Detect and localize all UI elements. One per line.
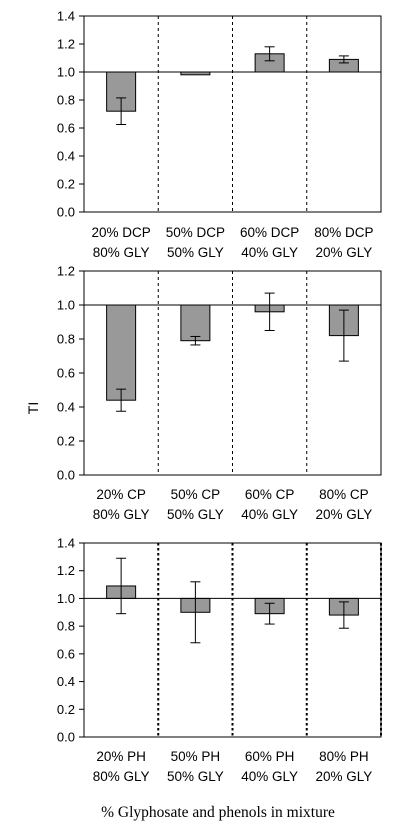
category-label: 40% GLY — [241, 507, 298, 522]
y-tick-label: 0.2 — [57, 702, 75, 717]
category-label: 20% CP — [96, 487, 146, 502]
y-axis-label: TI — [25, 402, 41, 414]
y-tick-label: 1.2 — [57, 37, 75, 52]
category-label: 20% GLY — [315, 769, 372, 784]
y-tick-label: 0.4 — [57, 149, 75, 164]
category-label: 80% PH — [319, 749, 369, 764]
category-label: 80% GLY — [93, 769, 150, 784]
chart-panels: 0.0 0.2 0.4 0.6 0.8 1.0 1.2 1.4 20% DCP 80% GLY 50… — [57, 9, 382, 784]
panel-2: 0.0 0.2 0.4 0.6 0.8 1.0 1.2 20% CP 80% GLY 50% CP… — [57, 264, 382, 522]
y-tick-label: 0.8 — [57, 332, 75, 347]
y-tick-label: 1.4 — [57, 9, 75, 24]
category-label: 60% PH — [245, 749, 295, 764]
panel-3: 0.0 0.2 0.4 0.6 0.8 1.0 1.2 1.4 20% PH 80% GLY 50%… — [57, 536, 382, 784]
y-tick-label: 0.0 — [57, 730, 75, 745]
panel-1: 0.0 0.2 0.4 0.6 0.8 1.0 1.2 1.4 20% DCP 80% GLY 50… — [57, 9, 382, 260]
category-label: 80% DCP — [314, 225, 373, 240]
category-label: 50% GLY — [167, 245, 224, 260]
y-tick-label: 1.0 — [57, 65, 75, 80]
category-label: 50% GLY — [167, 507, 224, 522]
category-label: 80% GLY — [93, 507, 150, 522]
category-label: 20% PH — [96, 749, 146, 764]
y-tick-label: 1.4 — [57, 536, 75, 551]
y-tick-label: 0.8 — [57, 93, 75, 108]
bar — [106, 304, 137, 401]
y-tick-label: 0.6 — [57, 121, 75, 136]
category-label: 80% GLY — [93, 245, 150, 260]
y-tick-label: 0.0 — [57, 468, 75, 483]
category-label: 80% CP — [319, 487, 369, 502]
y-tick-label: 0.6 — [57, 646, 75, 661]
category-label: 50% DCP — [166, 225, 225, 240]
y-tick-label: 1.2 — [57, 264, 75, 279]
y-tick-label: 1.0 — [57, 298, 75, 313]
category-label: 50% PH — [171, 749, 221, 764]
category-label: 60% DCP — [240, 225, 299, 240]
category-label: 20% GLY — [315, 245, 372, 260]
category-label: 20% DCP — [91, 225, 150, 240]
y-tick-label: 0.0 — [57, 205, 75, 220]
y-tick-label: 1.2 — [57, 563, 75, 578]
y-tick-label: 0.4 — [57, 674, 75, 689]
category-label: 50% GLY — [167, 769, 224, 784]
y-tick-label: 0.4 — [57, 400, 75, 415]
bar — [180, 304, 211, 342]
category-label: 50% CP — [171, 487, 221, 502]
category-label: 20% GLY — [315, 507, 372, 522]
y-tick-label: 0.2 — [57, 434, 75, 449]
y-tick-label: 1.0 — [57, 591, 75, 606]
category-label: 60% CP — [245, 487, 295, 502]
category-label: 40% GLY — [241, 769, 298, 784]
y-tick-label: 0.6 — [57, 366, 75, 381]
x-axis-label: % Glyphosate and phenols in mixture — [101, 804, 335, 821]
y-tick-label: 0.2 — [57, 177, 75, 192]
y-tick-label: 0.8 — [57, 619, 75, 634]
category-label: 40% GLY — [241, 245, 298, 260]
